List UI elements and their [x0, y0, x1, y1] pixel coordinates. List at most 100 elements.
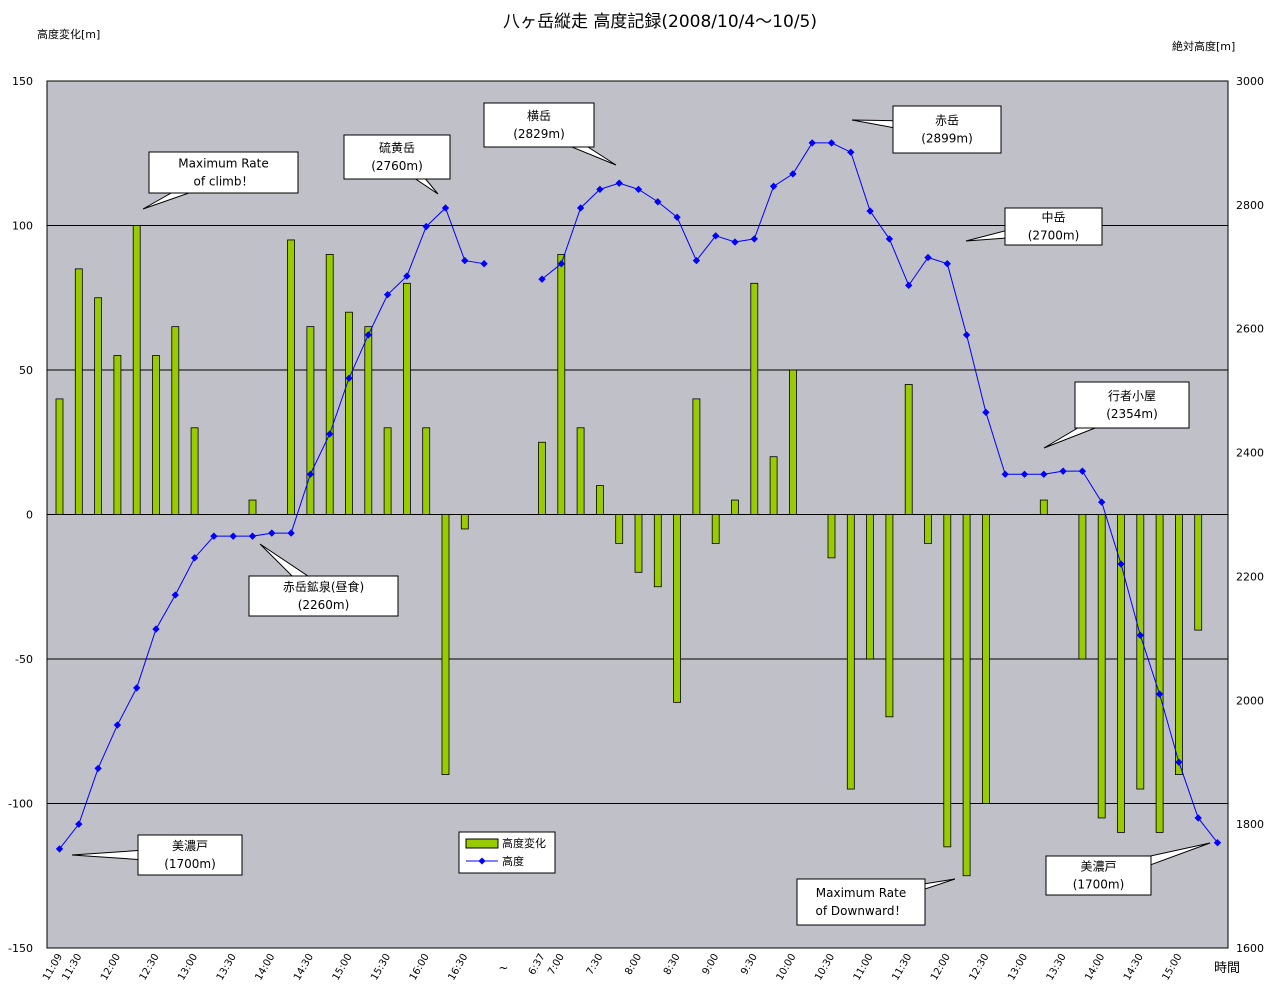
x-tick-label: 13:30: [1045, 952, 1069, 982]
callout: 赤岳 (2899m): [851, 105, 1002, 154]
line-marker: [268, 529, 276, 537]
x-tick-label: 11:00: [852, 952, 876, 982]
bar: [248, 499, 257, 515]
x-tick-label: 6:37: [527, 952, 548, 977]
bar: [827, 514, 836, 559]
callout: 行者小屋 (2354m): [1043, 381, 1190, 449]
callout: 美濃戸 (1700m): [71, 834, 243, 876]
x-tick-label: 16:00: [408, 952, 432, 982]
legend-bar-label: 高度変化: [502, 836, 546, 850]
line-marker: [1213, 839, 1222, 847]
line-marker: [94, 764, 102, 773]
line-marker: [557, 260, 565, 268]
x-tick-label: 11:30: [60, 952, 84, 982]
callout-text: (1700m): [1073, 878, 1125, 892]
line-marker: [538, 275, 546, 283]
callout-text: (2899m): [921, 132, 973, 146]
line-marker: [943, 260, 951, 268]
line-marker: [326, 430, 334, 438]
x-tick-label: 14:00: [253, 952, 277, 982]
bar: [615, 514, 624, 544]
bar: [866, 514, 874, 660]
line-marker: [808, 139, 816, 147]
callout: 赤岳鉱泉(昼食) (2260m): [248, 543, 399, 617]
bar: [325, 253, 334, 515]
bar: [634, 514, 643, 573]
legend-line-marker: [478, 857, 486, 865]
line-marker: [905, 281, 913, 290]
y-left-tick-label: 100: [12, 220, 33, 233]
callout: 中岳 (2700m): [965, 207, 1103, 246]
callout-text: Maximum Rate: [178, 157, 268, 171]
line-marker: [345, 374, 353, 382]
callout-fill: [138, 835, 242, 875]
line-marker: [210, 532, 218, 540]
line-marker: [133, 684, 141, 692]
y-left-tick-label: -150: [8, 942, 33, 955]
callout-text: (2700m): [1028, 229, 1080, 243]
line-segment: [541, 142, 1218, 844]
bar: [113, 355, 122, 515]
callout-fill: [484, 103, 594, 147]
x-tick-label: 16:30: [446, 952, 470, 982]
y-right-tick-label: 2400: [1236, 447, 1264, 460]
annotations: Maximum Rate of climb！ 硫黄岳 (2760m) 横岳 (2829m)…: [71, 102, 1211, 926]
line-marker: [55, 845, 64, 853]
y-left-tick-label: -100: [8, 798, 33, 811]
line-series: [55, 139, 1222, 853]
x-tick-label: 13:00: [176, 952, 200, 982]
line-marker: [789, 170, 797, 178]
bar: [557, 253, 566, 515]
line-marker: [962, 331, 971, 339]
callout-text: 美濃戸: [1080, 860, 1116, 874]
bar: [345, 311, 353, 515]
bar: [1136, 514, 1145, 790]
callout-text: (2354m): [1106, 407, 1158, 421]
callout-fill: [893, 106, 1001, 153]
legend: 高度変化 高度: [458, 831, 556, 874]
callout-text: 美濃戸: [172, 839, 208, 853]
bar: [576, 427, 585, 515]
line-marker: [673, 213, 681, 221]
x-tick-label: 9:30: [739, 952, 760, 977]
bar: [1097, 514, 1106, 819]
callout: 美濃戸 (1700m): [1045, 842, 1211, 896]
line-marker: [1194, 814, 1202, 822]
bar: [132, 225, 141, 515]
bar: [74, 268, 83, 515]
legend-line-label: 高度: [502, 854, 524, 868]
line-marker: [422, 222, 430, 231]
line-marker: [152, 625, 160, 633]
x-tick-label: 7:30: [585, 952, 606, 977]
bar: [692, 398, 701, 515]
x-tick-label: 8:30: [662, 952, 683, 977]
bar: [731, 499, 739, 515]
bar: [924, 514, 932, 544]
bar: [1117, 514, 1125, 833]
bar: [190, 427, 199, 515]
callout-text: 行者小屋: [1108, 389, 1156, 403]
callout-text: 赤岳: [935, 114, 959, 128]
x-tick-label: 9:00: [701, 952, 722, 977]
bar: [885, 514, 894, 718]
y-left-tick-label: -50: [15, 653, 33, 666]
line-marker: [615, 179, 623, 187]
bar: [750, 282, 759, 515]
bar: [1155, 514, 1164, 833]
bar: [306, 326, 315, 515]
line-marker: [596, 185, 604, 194]
line-marker: [229, 532, 237, 540]
bar: [1175, 514, 1183, 776]
callout-text: Maximum Rate: [816, 886, 906, 900]
bar: [383, 427, 392, 515]
callout-text: of Downward！: [816, 904, 907, 918]
callout-fill: [344, 135, 450, 179]
x-tick-label: ~: [498, 961, 508, 975]
callout-text: 硫黄岳: [379, 140, 415, 155]
callout: 横岳 (2829m): [483, 102, 617, 166]
callout-text: (2260m): [298, 598, 350, 612]
bar: [653, 514, 662, 588]
line-marker: [364, 331, 372, 339]
bar: [171, 326, 180, 515]
